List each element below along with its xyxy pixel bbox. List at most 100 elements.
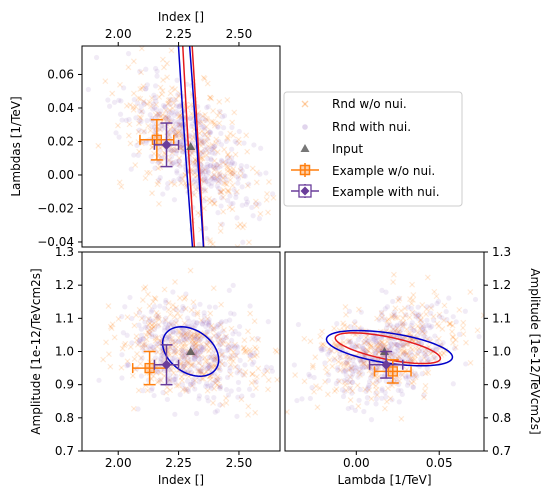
x-marker-stroke <box>253 169 260 176</box>
x-marker-stroke <box>134 351 140 357</box>
rnd-wo-nui-point <box>122 340 129 347</box>
x-marker-stroke <box>416 325 423 332</box>
rnd-wo-nui-point <box>219 341 226 348</box>
rnd-wo-nui-point <box>192 341 199 347</box>
rnd-wo-nui-point <box>373 386 380 393</box>
x-marker-stroke <box>389 315 396 321</box>
rnd-wo-nui-point <box>202 166 208 173</box>
x-marker-stroke <box>407 296 413 302</box>
rnd-with-nui-point <box>216 342 222 348</box>
x-marker-stroke <box>307 338 314 345</box>
x-marker-stroke <box>241 337 248 344</box>
rnd-wo-nui-point <box>337 367 344 374</box>
x-marker-stroke <box>321 342 328 349</box>
rnd-with-nui-point <box>151 326 158 333</box>
x-marker-stroke <box>180 386 187 393</box>
rnd-wo-nui-point <box>168 336 175 342</box>
rnd-with-nui-point <box>147 329 153 335</box>
rnd-wo-nui-point <box>403 351 410 358</box>
rnd-with-nui-point <box>241 140 247 146</box>
rnd-with-nui-point <box>163 336 170 342</box>
rnd-with-nui-point <box>174 161 181 167</box>
rnd-wo-nui-point <box>230 166 237 173</box>
x-marker-stroke <box>241 222 248 229</box>
rnd-wo-nui-point <box>141 285 147 292</box>
rnd-with-nui-point <box>202 147 208 153</box>
x-marker-stroke <box>220 194 227 201</box>
rnd-wo-nui-point <box>340 361 347 367</box>
x-marker-stroke <box>141 128 147 135</box>
rnd-with-nui-point <box>463 361 469 367</box>
x-marker-stroke <box>202 347 209 353</box>
x-marker-stroke <box>153 310 160 316</box>
rnd-with-nui-point <box>374 334 380 341</box>
x-marker-stroke <box>409 297 416 303</box>
rnd-wo-nui-point <box>379 339 386 346</box>
rnd-wo-nui-point <box>118 183 125 190</box>
rnd-with-nui-point <box>228 201 234 207</box>
rnd-with-nui-point <box>166 131 173 137</box>
y-tick-label: 0.00 <box>47 168 74 182</box>
x-marker-stroke <box>220 208 227 215</box>
x-marker-stroke <box>336 378 343 385</box>
x-marker-stroke <box>252 344 258 351</box>
rnd-wo-nui-point <box>372 382 379 389</box>
rnd-with-nui-point <box>212 304 218 310</box>
rnd-with-nui-point <box>476 333 482 340</box>
rnd-with-nui-point <box>176 119 182 125</box>
rnd-with-nui-point <box>352 344 358 350</box>
rnd-with-nui-point <box>325 377 331 384</box>
x-marker-stroke <box>229 168 236 175</box>
x-marker-stroke <box>205 339 212 345</box>
rnd-with-nui-point <box>246 386 253 392</box>
x-marker-stroke <box>198 142 205 149</box>
x-marker-stroke <box>401 348 408 355</box>
x-marker-stroke <box>188 338 195 345</box>
rnd-with-nui-point <box>174 168 180 174</box>
x-marker-stroke <box>333 348 340 354</box>
legend-entry-rnd-with-nui: Rnd with nui. <box>302 120 411 134</box>
x-marker-stroke <box>194 311 201 318</box>
rnd-with-nui-point <box>147 112 153 118</box>
x-marker-stroke <box>155 110 161 117</box>
rnd-with-nui-point <box>238 162 244 169</box>
x-marker-stroke <box>413 312 420 319</box>
x-marker-stroke <box>141 285 147 292</box>
rnd-with-nui-point <box>194 320 200 326</box>
x-marker-stroke <box>167 160 174 166</box>
rnd-with-nui-point <box>429 323 435 329</box>
rnd-wo-nui-point <box>411 356 418 363</box>
rnd-wo-nui-point <box>216 383 223 390</box>
rnd-with-nui-point <box>188 369 195 376</box>
rnd-with-nui-point <box>210 164 217 170</box>
x-marker-stroke <box>248 380 255 386</box>
rnd-with-nui-point <box>194 336 200 342</box>
rnd-wo-nui-point <box>241 344 248 351</box>
x-marker-stroke <box>394 325 401 332</box>
rnd-with-nui-point <box>212 143 218 150</box>
rnd-with-nui-point <box>229 155 235 161</box>
rnd-with-nui-point <box>201 198 207 204</box>
x-marker-stroke <box>150 373 157 379</box>
plot-content <box>85 46 277 247</box>
x-marker-stroke <box>414 323 421 329</box>
rnd-with-nui-point <box>343 372 349 378</box>
x-marker-stroke <box>324 391 331 398</box>
rnd-with-nui-point <box>138 103 144 110</box>
x-marker-stroke <box>191 191 198 198</box>
x-marker-stroke <box>384 338 391 345</box>
rnd-with-nui-point <box>169 109 175 115</box>
x-marker-stroke <box>338 360 345 367</box>
rnd-with-nui-point <box>136 322 142 328</box>
x-marker-stroke <box>395 373 401 380</box>
rnd-with-nui-point <box>197 359 203 366</box>
x-marker-stroke <box>131 322 138 329</box>
x-marker-stroke <box>167 311 174 318</box>
x-marker-stroke <box>183 337 190 343</box>
rnd-with-nui-point <box>173 150 179 157</box>
x-marker-stroke <box>157 338 163 345</box>
rnd-wo-nui-point <box>390 326 397 333</box>
x-marker-stroke <box>452 336 459 343</box>
x-marker-stroke <box>253 352 260 359</box>
rnd-with-nui-point <box>357 386 363 393</box>
